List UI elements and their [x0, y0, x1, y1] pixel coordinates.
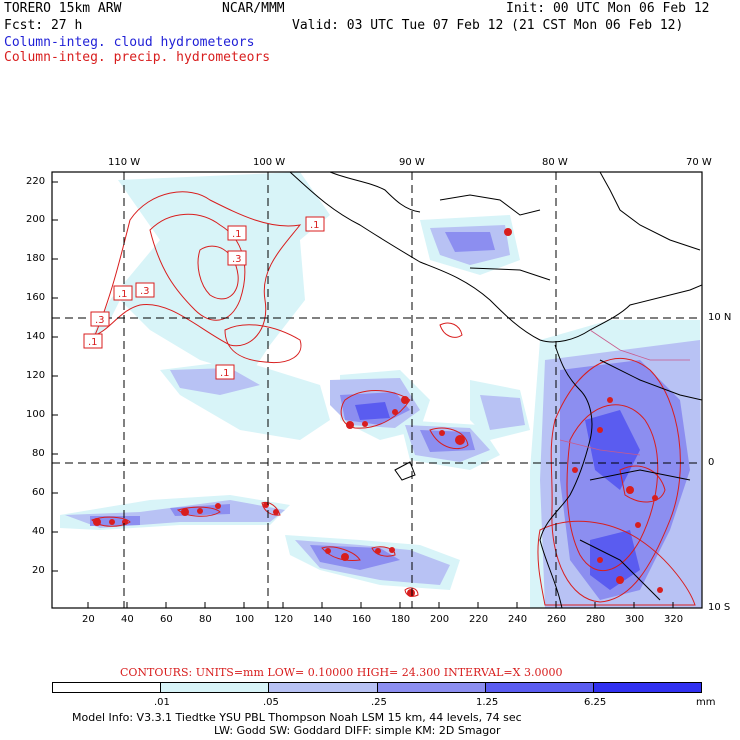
x-tick-label: 280 [586, 614, 606, 625]
legend-level: 6.25 [584, 697, 607, 708]
org-label: NCAR/MMM [222, 1, 285, 16]
axis-ticks [52, 181, 674, 608]
contour-label: .3 [232, 254, 242, 265]
contour-label-box: .3 [90, 311, 110, 327]
graticule [52, 172, 702, 608]
x-tick-label: 300 [625, 614, 645, 625]
x-tick-label: 320 [664, 614, 684, 625]
x-tick-label: 40 [121, 614, 134, 625]
legend-level: .05 [263, 697, 279, 708]
y-tick-label: 140 [26, 331, 46, 342]
contour-label-boxes: .1 .1 .3 .1 .3 .3 .1 .1 [83, 216, 325, 380]
model-title: TORERO 15km ARW [4, 1, 122, 16]
y-tick-label: 180 [26, 253, 46, 264]
contour-label-box: .3 [227, 250, 247, 266]
x-tick-label: 180 [391, 614, 411, 625]
x-tick-label: 220 [469, 614, 489, 625]
country-borders [559, 329, 690, 456]
contour-label: .3 [95, 315, 105, 326]
valid-time: Valid: 03 UTC Tue 07 Feb 12 (21 CST Mon … [292, 18, 684, 33]
forecast-hour: Fcst: 27 h [4, 18, 83, 33]
coastlines [289, 172, 702, 608]
y-tick-label: 200 [26, 214, 46, 225]
x-tick-label: 80 [199, 614, 212, 625]
lon-label: 110 W [108, 157, 141, 168]
contour-label-box: .1 [227, 225, 247, 241]
contour-label: .1 [220, 368, 230, 379]
y-tick-label: 120 [26, 370, 46, 381]
color-legend [52, 682, 702, 693]
legend-level: .25 [371, 697, 387, 708]
lon-label: 90 W [399, 157, 425, 168]
x-tick-label: 200 [430, 614, 450, 625]
contour-label: .3 [140, 286, 150, 297]
init-time: Init: 00 UTC Mon 06 Feb 12 [506, 1, 710, 16]
contour-info: CONTOURS: UNITS=mm LOW= 0.10000 HIGH= 24… [120, 666, 563, 679]
x-tick-label: 240 [508, 614, 528, 625]
contour-label: .1 [232, 229, 242, 240]
contour-label: .1 [310, 220, 320, 231]
lat-label: 0 [708, 457, 715, 468]
y-tick-label: 220 [26, 176, 46, 187]
x-tick-label: 20 [82, 614, 95, 625]
legend-swatch [269, 683, 378, 692]
legend-unit: mm [696, 697, 716, 708]
legend-swatch [161, 683, 270, 692]
legend-level: 1.25 [476, 697, 499, 708]
y-tick-label: 20 [32, 565, 45, 576]
x-tick-label: 60 [160, 614, 173, 625]
x-tick-label: 260 [547, 614, 567, 625]
contour-label: .1 [118, 289, 128, 300]
legend-swatch [593, 683, 702, 692]
legend-level: .01 [154, 697, 170, 708]
contour-label-box: .1 [83, 333, 103, 349]
contour-label-box: .1 [215, 364, 235, 380]
precip-maxima [93, 228, 663, 597]
lon-label: 80 W [542, 157, 568, 168]
x-tick-label: 100 [235, 614, 255, 625]
y-tick-label: 80 [32, 448, 45, 459]
legend-swatch [377, 683, 486, 692]
precip-contours [91, 191, 696, 606]
model-physics: LW: Godd SW: Goddard DIFF: simple KM: 2D… [214, 724, 501, 737]
x-tick-label: 120 [274, 614, 294, 625]
map-frame [51, 171, 703, 609]
y-tick-label: 60 [32, 487, 45, 498]
contour-label-box: .1 [305, 216, 325, 232]
contour-label-box: .3 [135, 282, 155, 298]
y-tick-label: 100 [26, 409, 46, 420]
precip-legend-line: Column-integ. precip. hydrometeors [4, 50, 271, 65]
x-tick-label: 140 [313, 614, 333, 625]
contour-label: .1 [88, 337, 98, 348]
x-tick-label: 160 [352, 614, 372, 625]
y-tick-label: 160 [26, 292, 46, 303]
lat-label: 10 N [708, 312, 732, 323]
y-tick-label: 40 [32, 526, 45, 537]
legend-swatch [53, 683, 162, 692]
lon-label: 70 W [686, 157, 712, 168]
legend-swatch [485, 683, 594, 692]
contour-label-box: .1 [113, 285, 133, 301]
lon-label: 100 W [253, 157, 286, 168]
model-info: Model Info: V3.3.1 Tiedtke YSU PBL Thomp… [72, 711, 522, 724]
cloud-legend-line: Column-integ. cloud hydrometeors [4, 35, 255, 50]
lat-label: 10 S [708, 602, 731, 613]
